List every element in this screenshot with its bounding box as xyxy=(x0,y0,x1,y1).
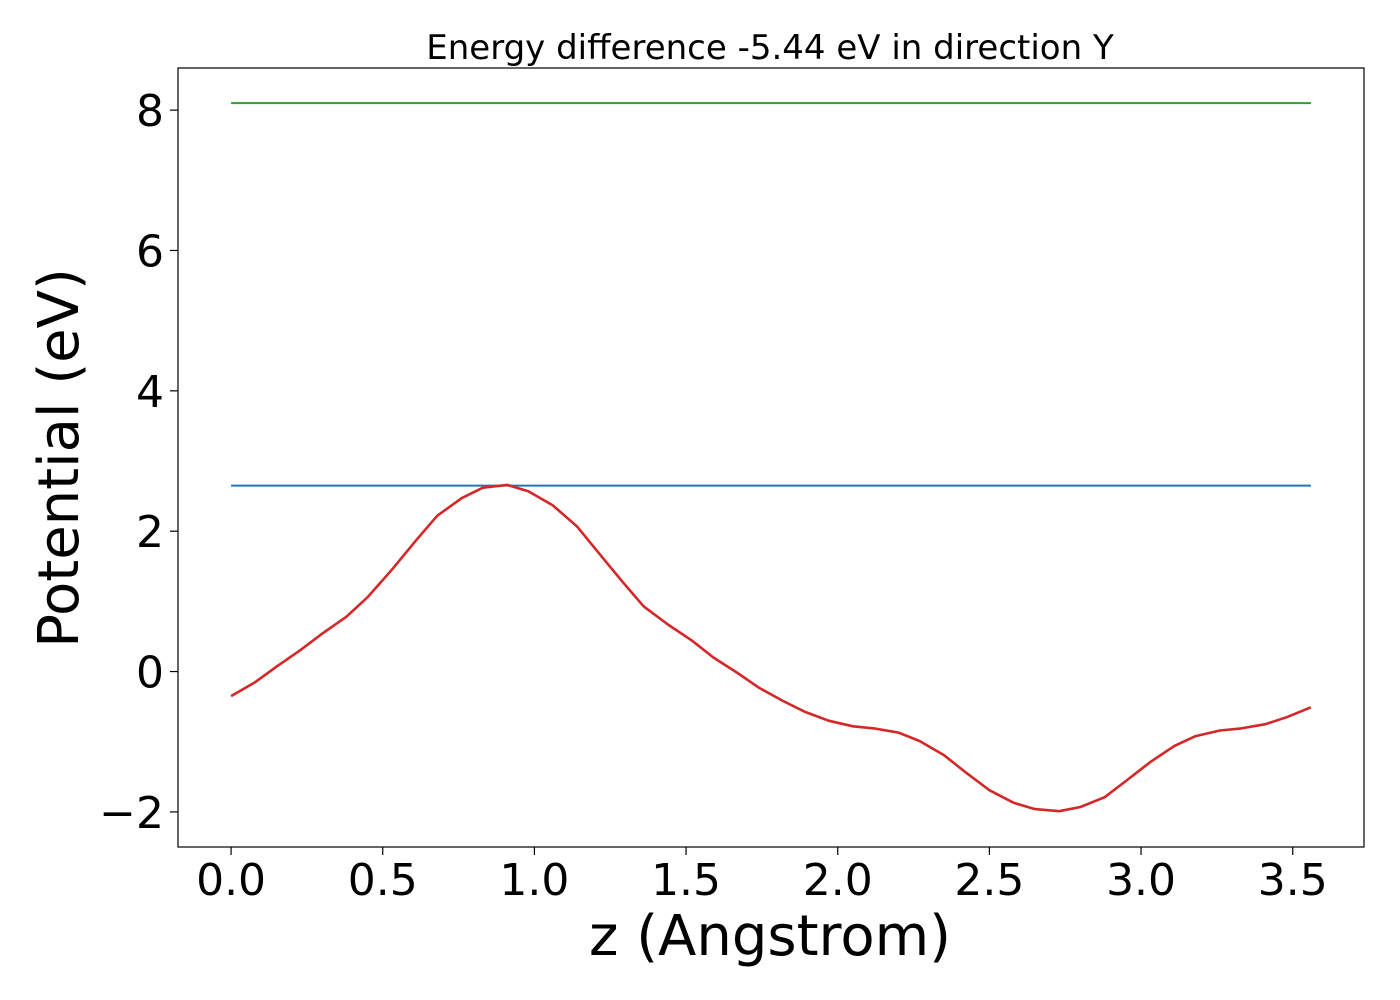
plot-frame xyxy=(177,67,1365,848)
x-tick-label: 1.0 xyxy=(499,855,569,906)
y-tick-label: −2 xyxy=(99,788,164,839)
y-tick-label: 8 xyxy=(136,86,164,137)
plot-area xyxy=(230,102,1312,813)
series-line-2 xyxy=(230,483,1312,813)
x-axis-label: z (Angstrom) xyxy=(589,904,951,969)
y-axis-ticks: −2 0 2 4 6 8 xyxy=(99,86,178,839)
x-tick-label: 3.0 xyxy=(1106,855,1176,906)
x-tick-label: 3.5 xyxy=(1258,855,1328,906)
x-tick-label: 0.5 xyxy=(348,855,418,906)
y-tick-label: 2 xyxy=(136,507,164,558)
chart-title: Energy difference -5.44 eV in direction … xyxy=(426,28,1114,68)
y-axis-label: Potential (eV) xyxy=(27,268,92,648)
x-tick-label: 0.0 xyxy=(196,855,266,906)
x-tick-label: 2.5 xyxy=(954,855,1024,906)
y-tick-label: 6 xyxy=(136,226,164,277)
x-tick-label: 2.0 xyxy=(803,855,873,906)
x-tick-label: 1.5 xyxy=(651,855,721,906)
y-tick-label: 4 xyxy=(136,367,164,418)
x-axis-ticks: 0.0 0.5 1.0 1.5 2.0 2.5 3.0 3.5 xyxy=(196,847,1328,906)
y-tick-label: 0 xyxy=(136,648,164,699)
